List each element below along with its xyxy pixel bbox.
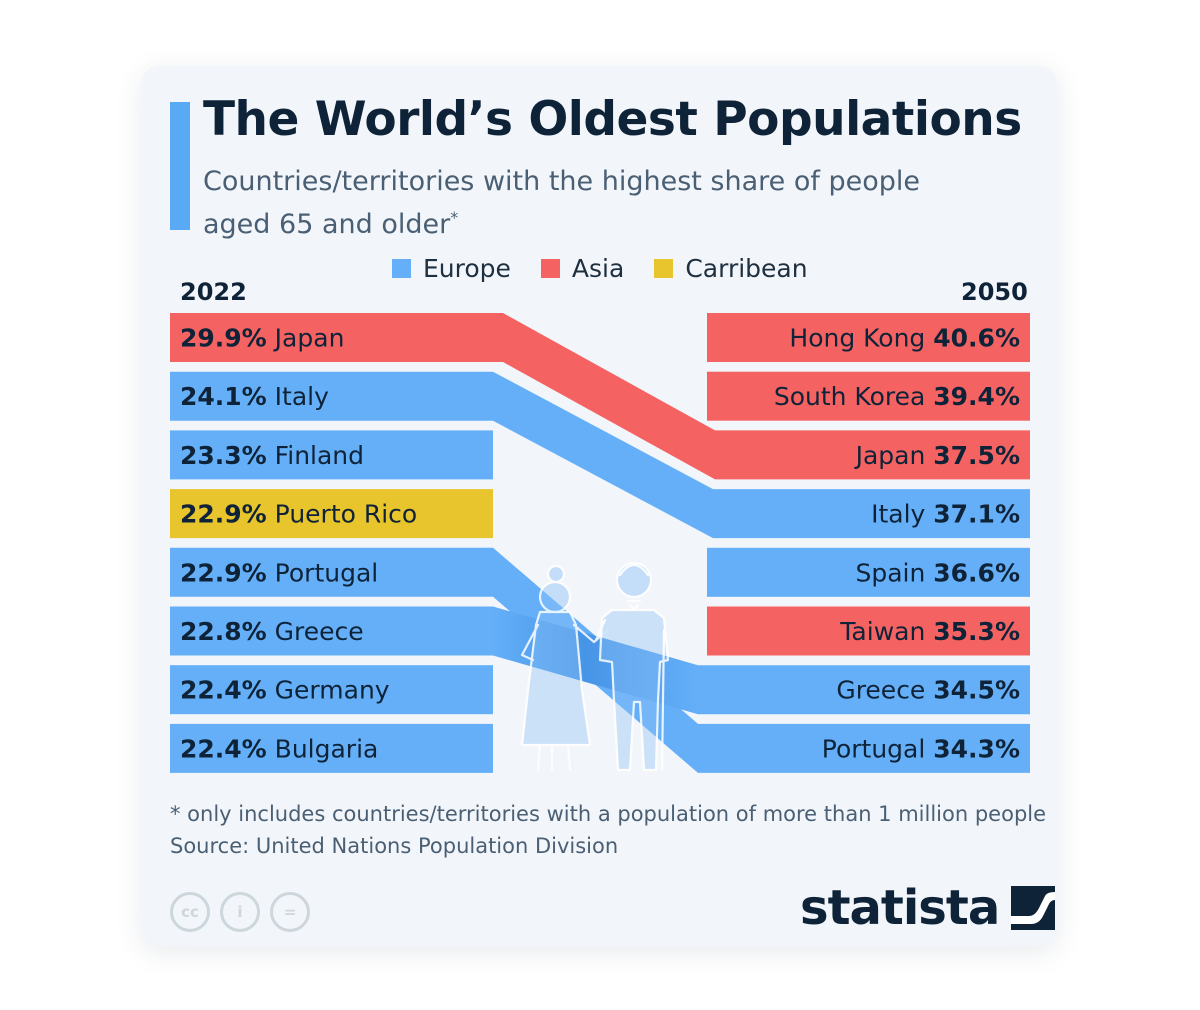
left-year-label: 2022 [180, 278, 247, 306]
country-2022-bulgaria: Bulgaria [267, 734, 379, 763]
bar-2022-germany [170, 665, 493, 715]
label-2050-hong-kong: Hong Kong 40.6% [789, 324, 1020, 353]
label-2050-spain: Spain 36.6% [855, 558, 1020, 587]
country-2022-germany: Germany [267, 676, 390, 705]
country-2050-japan: Japan [854, 441, 934, 470]
country-2022-greece: Greece [267, 617, 364, 646]
chart-legend: Europe Asia Carribean [392, 252, 808, 284]
country-2022-puerto-rico: Puerto Rico [267, 500, 418, 529]
legend-swatch-carribean [654, 258, 674, 278]
value-2050-japan: 37.5% [933, 441, 1020, 470]
license-icons: cc i = [170, 892, 310, 932]
value-2022-portugal: 22.9% [180, 558, 267, 587]
legend-item-asia: Asia [540, 253, 625, 283]
label-2022-portugal: 22.9% Portugal [180, 558, 378, 587]
label-2050-italy: Italy 37.1% [871, 500, 1020, 529]
label-2050-taiwan: Taiwan 35.3% [839, 617, 1020, 646]
label-2050-south-korea: South Korea 39.4% [774, 382, 1020, 411]
no-derivatives-icon[interactable]: = [270, 892, 310, 932]
country-2022-finland: Finland [267, 441, 364, 470]
country-2022-portugal: Portugal [267, 558, 379, 587]
value-2022-finland: 23.3% [180, 441, 267, 470]
legend-label-europe: Europe [423, 253, 511, 283]
subtitle-text: Countries/territories with the highest s… [203, 166, 920, 240]
value-2022-italy: 24.1% [180, 382, 267, 411]
bar-2050-taiwan [707, 606, 1030, 656]
bar-2022-puerto-rico [170, 489, 493, 539]
brand-name: statista [800, 880, 1000, 936]
label-2050-greece: Greece 34.5% [836, 676, 1020, 705]
value-2050-south-korea: 39.4% [933, 382, 1020, 411]
value-2050-spain: 36.6% [933, 558, 1020, 587]
legend-swatch-asia [540, 258, 560, 278]
label-2022-italy: 24.1% Italy [180, 382, 329, 411]
statista-logo-icon [1011, 886, 1056, 930]
country-2050-portugal: Portugal [822, 734, 934, 763]
value-2050-taiwan: 35.3% [933, 617, 1020, 646]
label-2022-greece: 22.8% Greece [180, 617, 364, 646]
connector-japan [170, 313, 1030, 480]
elderly-couple-icon [520, 561, 670, 772]
legend-item-europe: Europe [392, 254, 511, 283]
value-2022-greece: 22.8% [180, 617, 267, 646]
country-2050-south-korea: South Korea [774, 382, 933, 411]
value-2050-hong-kong: 40.6% [933, 324, 1020, 353]
legend-item-carribean: Carribean [654, 253, 808, 283]
value-2022-bulgaria: 22.4% [180, 734, 267, 763]
country-2050-greece: Greece [836, 676, 933, 705]
connector-italy [170, 371, 1030, 539]
legend-swatch-europe [392, 258, 411, 278]
bar-2050-hong-kong [707, 313, 1030, 362]
label-2050-japan: Japan 37.5% [854, 441, 1020, 470]
bar-2022-finland [170, 430, 493, 480]
value-2050-portugal: 34.3% [933, 734, 1020, 763]
footnote: * only includes countries/territories wi… [170, 802, 1047, 826]
country-2022-japan: Japan [267, 324, 345, 353]
label-2050-portugal: Portugal 34.3% [822, 734, 1020, 763]
chart-subtitle: Countries/territories with the highest s… [203, 164, 963, 243]
value-2050-greece: 34.5% [933, 676, 1020, 705]
connector-bands [170, 313, 1030, 773]
creative-commons-icon[interactable]: cc [170, 892, 210, 932]
label-2022-finland: 23.3% Finland [180, 441, 364, 470]
country-2050-italy: Italy [871, 500, 933, 529]
bar-2050-spain [707, 547, 1030, 597]
source-note: Source: United Nations Population Divisi… [170, 834, 619, 858]
statista-logo[interactable]: statista [800, 880, 1056, 936]
bar-2022-bulgaria [170, 723, 493, 773]
value-2022-puerto-rico: 22.9% [180, 500, 267, 529]
label-2022-puerto-rico: 22.9% Puerto Rico [180, 500, 417, 529]
value-2022-japan: 29.9% [180, 324, 267, 353]
right-year-label: 2050 [961, 278, 1028, 306]
label-2022-japan: 29.9% Japan [180, 324, 344, 353]
country-2050-taiwan: Taiwan [839, 617, 933, 646]
subtitle-footnote-mark: * [450, 208, 459, 227]
label-2022-bulgaria: 22.4% Bulgaria [180, 734, 378, 763]
bar-2050-south-korea [707, 371, 1030, 421]
attribution-icon[interactable]: i [220, 892, 260, 932]
label-2022-germany: 22.4% Germany [180, 676, 390, 705]
chart-title: The World’s Oldest Populations [203, 92, 1022, 147]
value-2050-italy: 37.1% [933, 500, 1020, 529]
connector-shade-greece [493, 606, 698, 715]
legend-label-carribean: Carribean [685, 253, 808, 283]
title-accent-bar [170, 102, 190, 230]
country-2050-spain: Spain [855, 558, 933, 587]
value-2022-germany: 22.4% [180, 676, 267, 705]
country-2050-hong-kong: Hong Kong [789, 324, 933, 353]
country-2022-italy: Italy [267, 382, 329, 411]
legend-label-asia: Asia [571, 253, 625, 283]
right-bars: Hong Kong 40.6%South Korea 39.4%Japan 37… [707, 313, 1030, 763]
